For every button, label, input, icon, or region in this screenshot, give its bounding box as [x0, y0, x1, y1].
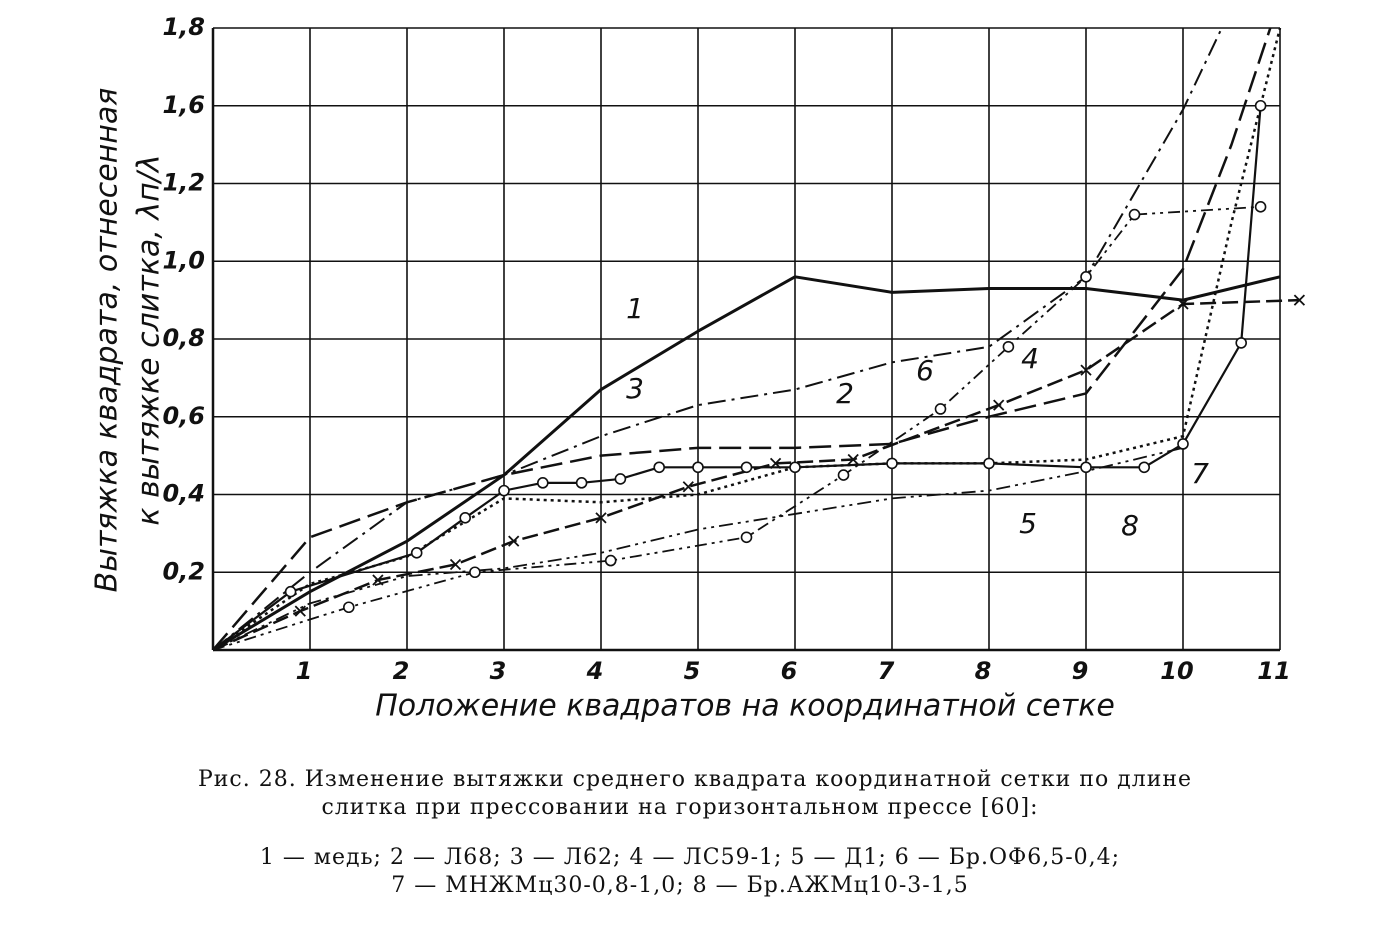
marker [575, 477, 588, 489]
y-tick-label: 1,2 [162, 169, 205, 197]
series-line [212, 298, 1300, 652]
x-tick-label: 10 [1160, 657, 1193, 685]
marker [536, 477, 549, 489]
marker [1138, 461, 1150, 474]
marker [410, 547, 423, 559]
marker [1177, 438, 1189, 450]
marker [595, 512, 607, 524]
x-tick-label: 7 [878, 657, 895, 685]
marker [1177, 298, 1189, 310]
marker [449, 558, 462, 571]
series-line [212, 105, 1262, 651]
marker [934, 403, 947, 415]
marker [789, 461, 801, 474]
marker [692, 461, 704, 474]
marker [604, 554, 617, 567]
series-line [212, 446, 1184, 651]
x-tick-label: 11 [1257, 657, 1290, 685]
marker [1128, 208, 1141, 221]
y-tick-label: 1,6 [162, 91, 205, 119]
series-label: 6 [916, 354, 934, 387]
marker [837, 469, 850, 481]
marker [1002, 340, 1015, 353]
y-tick-label: 0,6 [162, 402, 205, 430]
marker [1080, 461, 1092, 474]
y-tick-label: 1,8 [162, 13, 205, 41]
marker [498, 484, 510, 497]
marker [886, 457, 898, 470]
series-label: 8 [1121, 509, 1139, 542]
x-tick-label: 1 [296, 657, 313, 685]
marker [284, 585, 297, 598]
marker [993, 399, 1005, 411]
caption: слитка при прессовании на горизонтальном… [322, 795, 1039, 820]
series-label: 2 [836, 377, 854, 410]
y-tick-label: 1,0 [162, 246, 205, 274]
marker [342, 601, 355, 614]
y-axis-label: к вытяжке слитка, λп/λ [132, 154, 167, 525]
marker [983, 457, 995, 470]
marker [740, 461, 753, 474]
series-label: 5 [1019, 507, 1037, 540]
series-label: 4 [1021, 342, 1039, 375]
x-tick-label: 9 [1072, 657, 1089, 685]
marker [1080, 270, 1092, 283]
series-line [212, 27, 1223, 651]
x-axis-label: Положение квадратов на координатной сетк… [375, 689, 1115, 724]
series-label: 3 [626, 372, 644, 405]
series-line [212, 205, 1261, 651]
marker [614, 473, 627, 485]
x-tick-label: 3 [490, 657, 507, 685]
marker [1254, 201, 1267, 213]
y-tick-label: 0,8 [162, 324, 205, 352]
marker [682, 481, 694, 493]
x-tick-label: 2 [393, 657, 410, 685]
marker [294, 605, 306, 617]
marker [508, 535, 520, 547]
marker [847, 453, 859, 466]
x-tick-label: 6 [781, 657, 798, 685]
y-tick-label: 0,4 [162, 480, 205, 508]
marker [469, 566, 481, 579]
y-axis-label: Вытяжка квадрата, отнесенная [90, 88, 125, 593]
caption: Рис. 28. Изменение вытяжки среднего квад… [198, 767, 1192, 792]
x-tick-label: 8 [975, 657, 992, 685]
x-tick-label: 5 [684, 657, 701, 685]
series-label: 1 [626, 292, 644, 325]
y-tick-label: 0,2 [162, 557, 205, 585]
legend-line: 1 — медь; 2 — Л68; 3 — Л62; 4 — ЛС59-1; … [260, 845, 1120, 870]
marker [740, 531, 753, 544]
marker [1254, 99, 1267, 112]
series-line [212, 275, 1281, 652]
marker [1080, 364, 1092, 376]
marker [653, 461, 666, 474]
marker [1293, 294, 1306, 306]
series-label: 7 [1191, 457, 1209, 490]
x-tick-label: 4 [586, 657, 604, 685]
marker [459, 512, 472, 524]
marker [1235, 337, 1247, 349]
legend-line: 7 — МНЖМц30-0,8-1,0; 8 — Бр.АЖМц10-3-1,5 [391, 873, 968, 898]
